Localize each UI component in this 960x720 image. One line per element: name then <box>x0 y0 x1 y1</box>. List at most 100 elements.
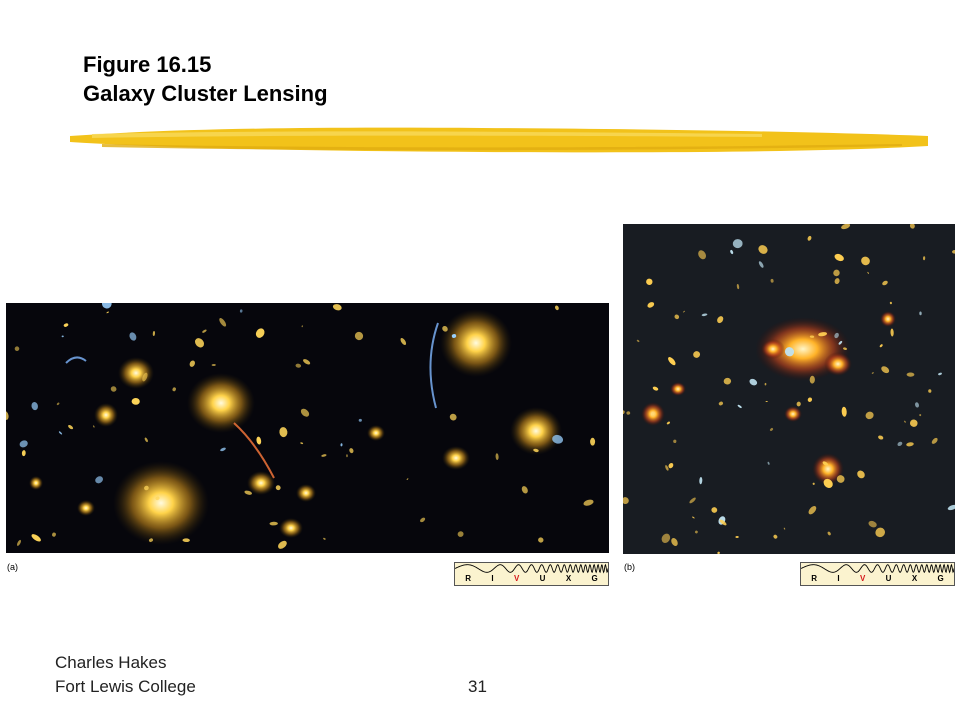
galaxy-blob <box>187 373 255 433</box>
galaxy-blob <box>701 313 708 317</box>
galaxy-blob <box>296 484 316 502</box>
spectrum-band-x: X <box>565 574 572 583</box>
galaxy-blob <box>693 351 701 358</box>
galaxy-blob <box>674 314 680 320</box>
galaxy-blob <box>451 334 457 338</box>
footer-author: Charles Hakes <box>55 653 167 672</box>
slide-title: Figure 16.15 Galaxy Cluster Lensing <box>83 50 328 108</box>
galaxy-blob <box>698 250 706 260</box>
title-underline-brushstroke <box>70 127 928 153</box>
galaxy-blob <box>834 332 839 339</box>
galaxy-blob <box>694 530 698 534</box>
galaxy-blob <box>189 360 195 367</box>
galaxy-blob <box>58 431 63 435</box>
galaxy-blob <box>737 404 742 409</box>
galaxy-blob <box>823 478 833 488</box>
galaxy-blob <box>182 538 190 543</box>
galaxy-blob <box>442 446 470 470</box>
galaxy-blob <box>552 434 564 444</box>
galaxy-cluster-image-a <box>6 303 609 553</box>
galaxy-blob <box>661 533 671 543</box>
lensed-arc <box>233 422 275 479</box>
galaxy-blob <box>827 531 831 536</box>
galaxy-blob <box>767 461 770 465</box>
galaxy-blob <box>303 359 311 365</box>
wavelength-wave-icon <box>455 563 608 574</box>
wavelength-wave-icon <box>801 563 954 574</box>
galaxy-blob <box>148 538 154 543</box>
galaxy-blob <box>63 323 69 327</box>
galaxy-blob <box>152 331 156 336</box>
galaxy-blob <box>31 534 41 542</box>
galaxy-blob <box>807 397 813 402</box>
galaxy-blob <box>94 403 118 427</box>
galaxy-blob <box>711 507 718 513</box>
galaxy-blob <box>495 453 499 460</box>
galaxy-blob <box>346 454 348 458</box>
galaxy-blob <box>275 485 281 491</box>
galaxy-blob <box>938 372 942 376</box>
spectrum-band-g: G <box>591 574 598 583</box>
galaxy-blob <box>861 256 870 266</box>
galaxy-blob <box>834 278 840 285</box>
galaxy-blob <box>279 427 288 438</box>
galaxy-blob <box>332 304 342 311</box>
galaxy-blob <box>822 461 828 466</box>
galaxy-blob <box>931 437 938 444</box>
galaxy-blob <box>194 338 205 348</box>
lensed-arc <box>429 322 439 409</box>
galaxy-cluster-image-b <box>623 224 955 554</box>
galaxy-blob <box>172 387 176 392</box>
galaxy-blob <box>52 532 56 537</box>
galaxy-blob <box>812 482 815 485</box>
galaxy-blob <box>142 372 148 382</box>
galaxy-blob <box>510 407 562 455</box>
galaxy-blob <box>21 450 26 457</box>
slide-number: 31 <box>468 677 487 696</box>
galaxy-blob <box>279 518 303 538</box>
galaxy-blob <box>623 497 629 505</box>
galaxy-blob <box>890 328 894 337</box>
galaxy-blob <box>865 411 874 420</box>
galaxy-blob <box>406 478 409 480</box>
galaxy-blob <box>626 411 631 415</box>
galaxy-blob <box>367 425 385 441</box>
galaxy-blob <box>583 499 594 506</box>
galaxy-blob <box>824 352 852 376</box>
galaxy-blob <box>131 397 140 405</box>
galaxy-blob <box>110 386 117 392</box>
galaxy-blob <box>665 465 669 471</box>
panel-a-label: (a) <box>7 562 18 572</box>
galaxy-blob <box>833 269 840 277</box>
spectrum-band-v: V <box>859 574 866 583</box>
galaxy-blob <box>836 475 845 483</box>
galaxy-blob <box>843 347 847 350</box>
galaxy-blob <box>106 311 109 314</box>
galaxy-blob <box>6 411 9 420</box>
galaxy-blob <box>321 454 327 457</box>
galaxy-blob <box>300 442 304 445</box>
galaxy-blob <box>952 249 955 254</box>
galaxy-blob <box>796 401 801 407</box>
galaxy-blob <box>915 402 919 408</box>
galaxy-blob <box>922 256 926 261</box>
galaxy-blob <box>144 437 148 443</box>
galaxy-blob <box>758 245 768 254</box>
spectrum-band-x: X <box>911 574 918 583</box>
galaxy-blob <box>323 537 326 540</box>
galaxy-blob <box>838 340 843 345</box>
galaxy-blob <box>29 476 43 490</box>
galaxy-blob <box>841 224 851 230</box>
galaxy-blob <box>736 284 740 290</box>
galaxy-blob <box>255 328 265 338</box>
galaxy-blob <box>220 447 226 452</box>
galaxy-blob <box>400 338 407 345</box>
galaxy-blob <box>875 527 886 538</box>
galaxy-blob <box>340 443 343 447</box>
galaxy-blob <box>880 311 896 327</box>
galaxy-blob <box>31 402 38 411</box>
galaxy-blob <box>457 531 464 537</box>
galaxy-blob <box>636 339 640 343</box>
galaxy-blob <box>818 332 828 337</box>
galaxy-blob <box>879 344 883 348</box>
